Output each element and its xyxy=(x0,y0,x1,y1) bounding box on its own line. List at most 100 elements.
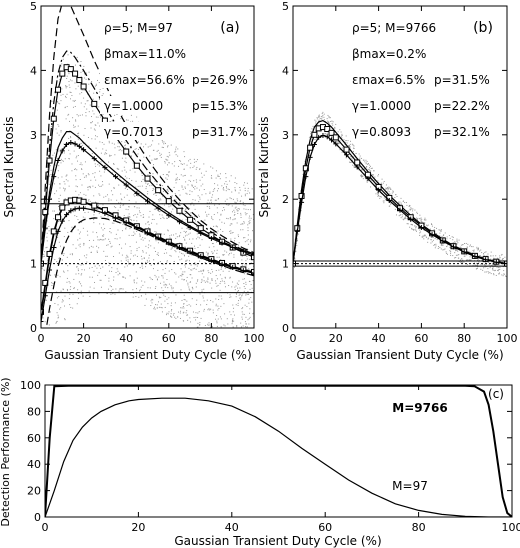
scatter-point xyxy=(222,254,224,256)
scatter-point xyxy=(211,216,213,218)
scatter-point xyxy=(108,200,110,202)
scatter-point xyxy=(64,188,66,190)
scatter-point xyxy=(109,155,111,157)
scatter-point xyxy=(251,230,253,232)
scatter-point xyxy=(48,230,50,232)
scatter-point xyxy=(163,284,165,286)
scatter-point xyxy=(59,308,61,310)
series-point-plus xyxy=(102,210,108,216)
scatter-point xyxy=(233,307,235,309)
scatter-point xyxy=(155,205,157,207)
scatter-point xyxy=(113,186,115,188)
scatter-point xyxy=(416,219,418,221)
scatter-point xyxy=(379,195,381,197)
scatter-point xyxy=(102,113,104,115)
scatter-point xyxy=(436,227,438,229)
series-point-plus xyxy=(64,212,70,218)
scatter-point xyxy=(153,247,155,249)
scatter-point xyxy=(86,230,88,232)
scatter-point xyxy=(73,288,75,290)
scatter-point xyxy=(79,246,81,248)
panel-c-y-label: Detection Performance (%) xyxy=(0,377,12,526)
series-point-plus xyxy=(198,230,204,236)
scatter-point xyxy=(499,257,501,259)
scatter-point xyxy=(54,235,56,237)
scatter-point xyxy=(120,202,122,204)
scatter-point xyxy=(100,286,102,288)
scatter-point xyxy=(108,277,110,279)
scatter-point xyxy=(210,308,212,310)
scatter-point xyxy=(215,170,217,172)
scatter-point xyxy=(183,168,185,170)
scatter-point xyxy=(361,176,363,178)
scatter-point xyxy=(450,252,452,254)
scatter-point xyxy=(227,218,229,220)
y-tick-label: 60 xyxy=(27,432,41,445)
scatter-point xyxy=(57,177,59,179)
scatter-point xyxy=(102,87,104,89)
scatter-point xyxy=(88,174,90,176)
scatter-point xyxy=(188,288,190,290)
scatter-point xyxy=(236,222,238,224)
scatter-point xyxy=(234,333,235,334)
panel-b-y-label: Spectral Kurtosis xyxy=(257,116,271,217)
series-point-plus xyxy=(76,205,82,211)
scatter-point xyxy=(125,226,127,228)
scatter-point xyxy=(168,204,170,206)
scatter-point xyxy=(239,332,240,333)
scatter-point xyxy=(171,288,173,290)
scatter-point xyxy=(310,140,312,142)
scatter-point xyxy=(414,225,416,227)
scatter-point xyxy=(147,221,149,223)
scatter-point xyxy=(61,259,63,261)
scatter-point xyxy=(80,293,82,295)
scatter-point xyxy=(182,312,184,314)
series-point-square xyxy=(343,146,350,153)
scatter-point xyxy=(154,180,156,182)
series-point-square xyxy=(59,204,66,211)
scatter-point xyxy=(54,259,56,261)
scatter-point xyxy=(172,290,174,292)
scatter-point xyxy=(80,142,82,144)
series-point-plus xyxy=(176,219,182,225)
scatter-point xyxy=(490,258,492,260)
scatter-point xyxy=(157,149,159,151)
scatter-point xyxy=(76,114,78,116)
scatter-point xyxy=(220,213,222,215)
scatter-point xyxy=(378,195,380,197)
scatter-point xyxy=(84,206,86,208)
scatter-point xyxy=(162,269,164,271)
scatter-point xyxy=(126,254,128,256)
scatter-point xyxy=(492,268,494,270)
scatter-point xyxy=(88,186,90,188)
series-point-plus xyxy=(72,206,78,212)
scatter-point xyxy=(170,234,172,236)
scatter-point xyxy=(220,305,222,307)
scatter-point xyxy=(252,280,254,282)
scatter-point xyxy=(77,115,79,117)
scatter-point xyxy=(108,142,110,144)
scatter-point xyxy=(385,198,387,200)
scatter-point xyxy=(164,306,166,308)
scatter-point xyxy=(252,214,254,216)
scatter-point xyxy=(329,117,331,119)
scatter-point xyxy=(52,108,54,110)
scatter-point xyxy=(492,264,494,266)
scatter-point xyxy=(46,278,48,280)
scatter-point xyxy=(180,307,182,309)
scatter-point xyxy=(185,260,187,262)
scatter-point xyxy=(193,180,195,182)
scatter-point xyxy=(184,235,186,237)
scatter-point xyxy=(349,146,351,148)
scatter-point xyxy=(403,206,405,208)
scatter-point xyxy=(214,183,216,185)
scatter-point xyxy=(90,122,92,124)
scatter-point xyxy=(87,100,89,102)
series-point-plus xyxy=(81,147,87,153)
scatter-point xyxy=(466,263,468,265)
scatter-point xyxy=(117,209,119,211)
scatter-point xyxy=(181,299,183,301)
scatter-point xyxy=(154,231,156,233)
scatter-point xyxy=(60,215,62,217)
